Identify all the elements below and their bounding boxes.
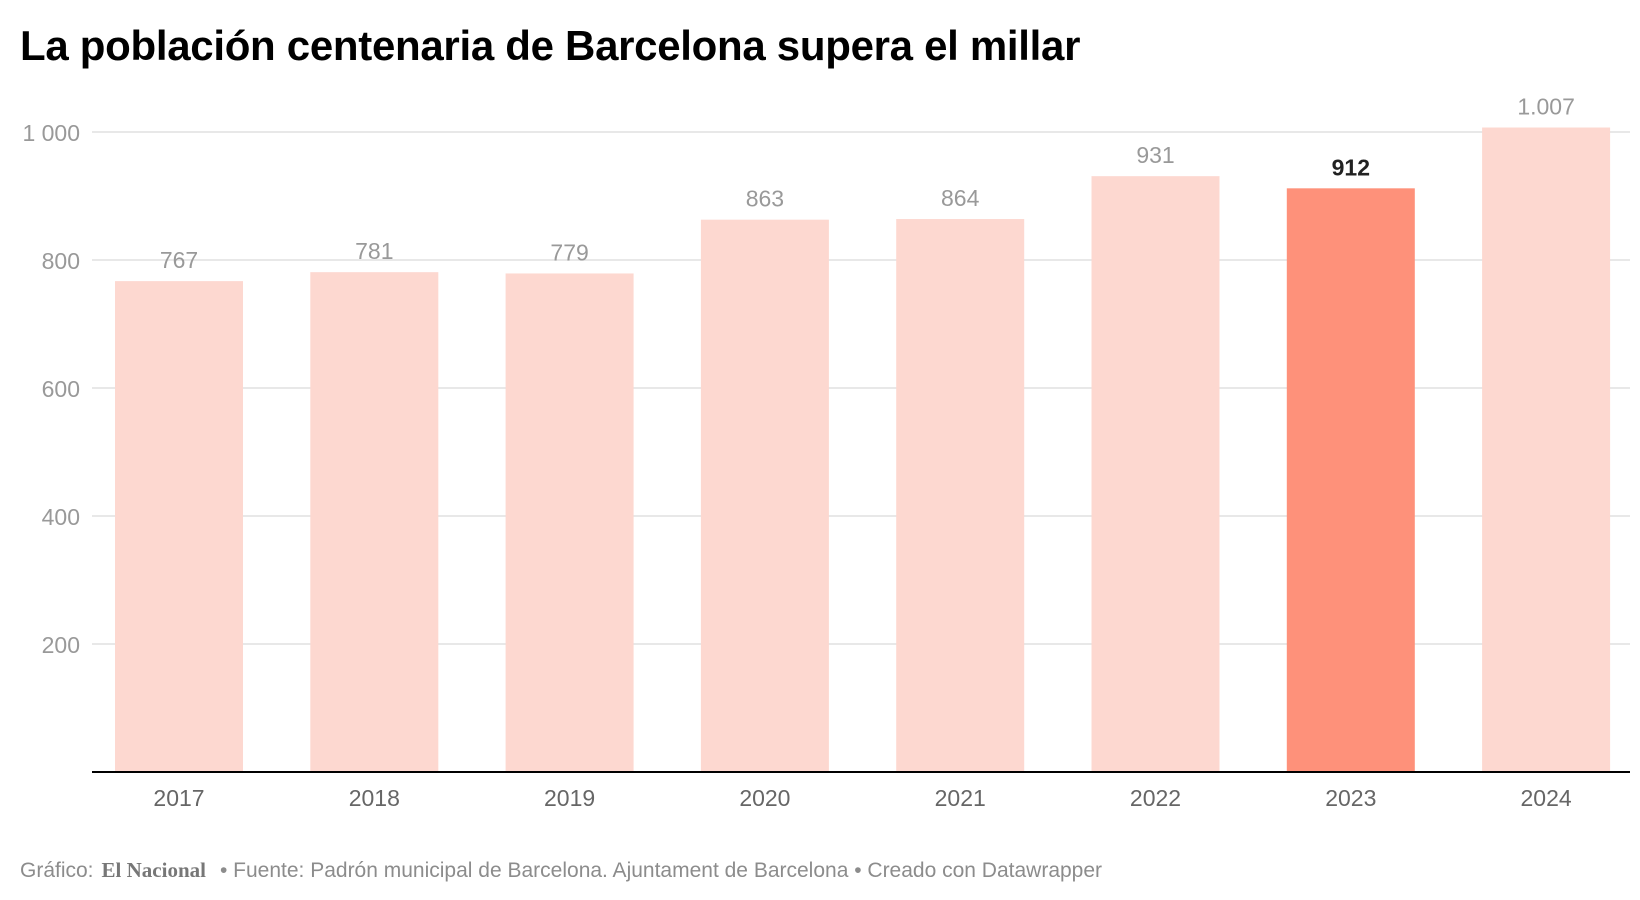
bar-value-label: 864 [941, 185, 980, 211]
x-tick-label: 2019 [544, 785, 595, 811]
bar [700, 219, 829, 772]
y-axis-ticks: 200 400 600 800 1 000 [22, 120, 80, 658]
footer: Gráfico: El Nacional • Fuente: Padrón muni… [20, 858, 1102, 883]
bar-value-label: 767 [160, 247, 198, 273]
y-tick-label: 600 [42, 376, 80, 402]
y-tick-label: 800 [42, 248, 80, 274]
bar-value-label: 779 [550, 239, 588, 265]
x-tick-label: 2021 [935, 785, 986, 811]
bars [115, 127, 1611, 773]
bar-chart: 200 400 600 800 1 000 767 781 779 863 864 931 912 1… [22, 94, 1630, 811]
bar [505, 273, 634, 772]
bar [1286, 188, 1415, 772]
bar [115, 281, 243, 772]
y-tick-label: 1 000 [22, 120, 80, 146]
value-labels: 767 781 779 863 864 931 912 1.007 [160, 94, 1575, 274]
y-tick-label: 200 [42, 632, 80, 658]
x-tick-label: 2017 [153, 785, 204, 811]
x-tick-label: 2018 [349, 785, 400, 811]
bar-value-label: 912 [1332, 154, 1370, 180]
bar-value-label: 931 [1136, 142, 1174, 168]
footer-source: • Fuente: Padrón municipal de Barcelona.… [219, 859, 1103, 882]
footer-prefix: Gráfico: [20, 859, 94, 882]
chart-title: La población centenaria de Barcelona sup… [20, 22, 1081, 69]
y-tick-label: 400 [42, 504, 80, 530]
x-tick-label: 2023 [1325, 785, 1376, 811]
bar [896, 219, 1025, 773]
x-tick-label: 2024 [1521, 785, 1572, 811]
brand-logo: El Nacional [101, 858, 206, 882]
bar-value-label: 1.007 [1517, 94, 1575, 120]
bar [1482, 127, 1611, 772]
bar [1091, 176, 1220, 772]
bar [310, 272, 439, 772]
bar-value-label: 781 [355, 238, 393, 264]
bar-value-label: 863 [746, 186, 784, 212]
x-tick-label: 2022 [1130, 785, 1181, 811]
x-tick-label: 2020 [739, 785, 790, 811]
x-axis-ticks: 2017 2018 2019 2020 2021 2022 2023 2024 [153, 785, 1571, 811]
